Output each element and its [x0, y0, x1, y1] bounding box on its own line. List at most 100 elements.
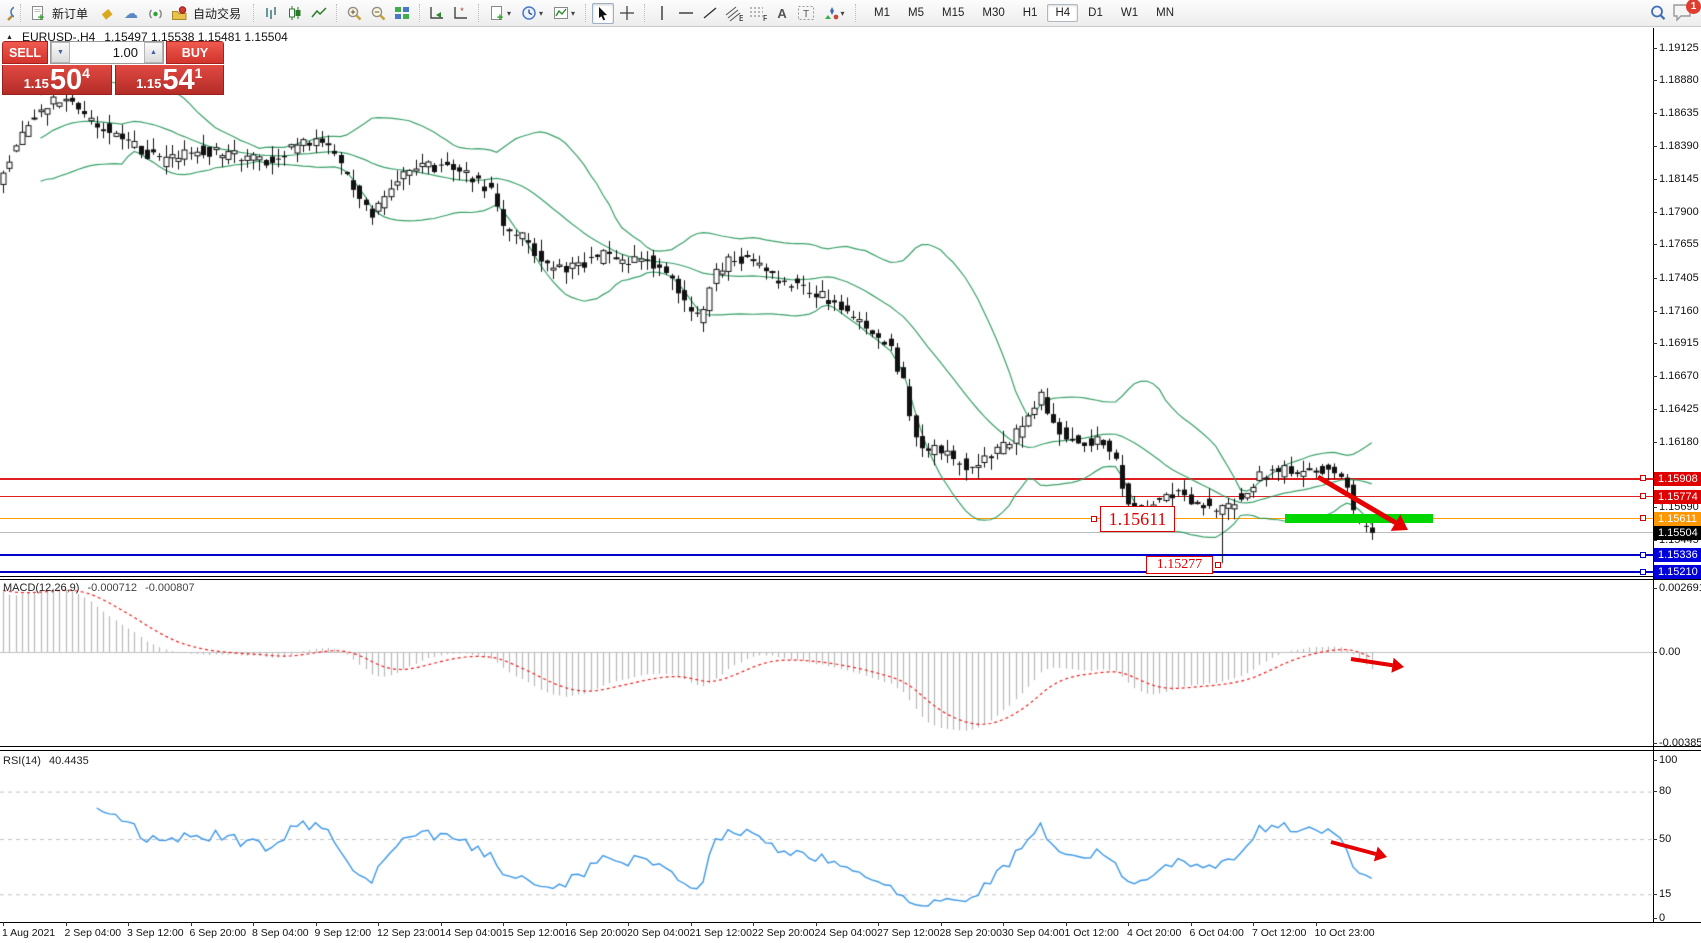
svg-text:F: F: [763, 14, 767, 22]
auto-scroll-icon[interactable]: [426, 3, 448, 24]
pane-separator[interactable]: [0, 576, 1701, 578]
time-axis-tick: [878, 922, 879, 926]
price-callout-1.15611[interactable]: 1.15611: [1100, 506, 1175, 532]
price-axis-tick-dash: [1653, 80, 1657, 82]
notifications-button[interactable]: 1: [1671, 0, 1701, 24]
price-axis-tick: 1.18145: [1659, 172, 1699, 185]
buy-price-small: 1.15: [136, 76, 162, 91]
sell-button[interactable]: SELL: [2, 41, 48, 64]
time-axis-label: 30 Sep 04:00: [1002, 927, 1065, 939]
clipped-toolbar-icon[interactable]: [4, 3, 14, 24]
sell-price-small: 1.15: [23, 76, 49, 91]
price-axis-tick-dash: [1653, 244, 1657, 246]
timeframe-m15[interactable]: M15: [942, 7, 965, 19]
volume-increase-button[interactable]: ▲: [144, 42, 163, 63]
time-axis-label: 27 Sep 12:00: [877, 927, 940, 939]
timeframe-d1[interactable]: D1: [1088, 7, 1103, 19]
toolbar-separator: [855, 4, 857, 22]
pane-separator[interactable]: [0, 750, 1701, 752]
rsi-axis-tick: 100: [1659, 753, 1678, 766]
resistance-line-lower-handle[interactable]: [1640, 493, 1646, 500]
sell-price-display[interactable]: 1.15 50 4: [2, 65, 112, 95]
callout-anchor[interactable]: [1215, 562, 1221, 568]
red-arrow-annotation[interactable]: [1339, 647, 1416, 679]
price-chart-canvas[interactable]: [0, 28, 1701, 943]
volume-decrease-button[interactable]: ▼: [51, 42, 70, 63]
macd-value-1: -0.000712: [87, 582, 138, 594]
horizontal-line-tool[interactable]: [675, 3, 697, 24]
new-chart-dropdown[interactable]: + ▾: [485, 3, 515, 24]
volume-input[interactable]: 1.00: [112, 45, 138, 60]
buy-price-display[interactable]: 1.15 54 1: [114, 65, 224, 95]
support-line-upper-handle[interactable]: [1640, 551, 1646, 558]
search-icon[interactable]: [1647, 3, 1669, 24]
red-arrow-annotation[interactable]: [1319, 830, 1399, 869]
auto-trading-label[interactable]: 自动交易: [193, 6, 242, 21]
toolbar-separator: [644, 4, 646, 22]
toolbar-separator: [253, 4, 255, 22]
callout-anchor[interactable]: [1091, 516, 1097, 522]
auto-trading-icon[interactable]: [168, 3, 190, 24]
time-axis-tick: [815, 922, 817, 926]
pane-separator[interactable]: [0, 746, 1701, 748]
time-axis-label: 28 Sep 20:00: [939, 927, 1002, 939]
toolbar-separator: [20, 4, 21, 22]
time-axis-label: 20 Sep 04:00: [627, 927, 690, 939]
chart-bottom-border[interactable]: [0, 921, 1701, 923]
zoom-in-icon[interactable]: [343, 3, 365, 24]
buy-button[interactable]: BUY: [166, 41, 224, 64]
candlestick-chart-type-icon[interactable]: [284, 3, 306, 24]
fibonacci-tool[interactable]: F: [747, 3, 769, 24]
equidistant-channel-tool[interactable]: E: [723, 3, 745, 24]
signal-icon[interactable]: [144, 3, 166, 24]
period-dropdown[interactable]: ▾: [517, 3, 547, 24]
zoom-out-icon[interactable]: [367, 3, 389, 24]
crosshair-tool[interactable]: [616, 3, 638, 24]
time-axis-label: 6 Oct 04:00: [1189, 927, 1244, 939]
chart-shift-icon[interactable]: *: [450, 3, 472, 24]
rsi-axis-tick: 50: [1659, 832, 1672, 845]
trade-history-icon[interactable]: ◆: [100, 4, 115, 21]
timeframe-m1[interactable]: M1: [874, 7, 891, 19]
timeframe-h4[interactable]: H4: [1047, 4, 1079, 22]
bar-chart-type-icon[interactable]: [260, 3, 282, 24]
cursor-tool[interactable]: [592, 2, 615, 24]
line-chart-type-icon[interactable]: [308, 3, 330, 24]
support-zone-highlight[interactable]: [1285, 514, 1433, 523]
resistance-line-upper-handle[interactable]: [1640, 475, 1646, 482]
text-tool[interactable]: A: [777, 5, 787, 21]
timeframe-w1[interactable]: W1: [1120, 7, 1139, 19]
svg-text:E: E: [739, 14, 743, 22]
time-axis-label: 6 Sep 20:00: [189, 927, 247, 939]
pane-separator[interactable]: [0, 579, 1701, 581]
price-axis-tick: 1.15690: [1659, 501, 1699, 514]
chevron-down-icon: ▾: [539, 8, 544, 18]
support-line-lower-handle[interactable]: [1640, 568, 1646, 575]
price-axis-tick: 1.18880: [1659, 74, 1699, 87]
new-order-icon[interactable]: +: [27, 3, 49, 24]
rsi-indicator-label: RSI(14) 40.4435: [3, 755, 89, 767]
shapes-dropdown[interactable]: ▾: [819, 3, 849, 24]
trendline-tool[interactable]: [699, 3, 721, 24]
pivot-line-orange-handle[interactable]: [1640, 515, 1646, 522]
svg-text:+: +: [37, 12, 43, 22]
tile-windows-icon[interactable]: [391, 3, 413, 24]
timeframe-m30[interactable]: M30: [982, 7, 1005, 19]
price-axis-tick: 1.16670: [1659, 370, 1699, 383]
text-label-tool[interactable]: T: [795, 3, 817, 24]
price-axis-tick-dash: [1653, 178, 1657, 180]
vertical-line-tool[interactable]: [651, 3, 673, 24]
rsi-name: RSI(14): [3, 755, 41, 767]
timeframe-m5[interactable]: M5: [908, 7, 924, 19]
timeframe-h1[interactable]: H1: [1022, 7, 1038, 19]
price-axis-tick: 1.17160: [1659, 304, 1699, 317]
indicators-dropdown[interactable]: ▾: [549, 3, 579, 24]
time-axis-label: 1 Oct 12:00: [1064, 927, 1119, 939]
rsi-axis-tick-dash: [1653, 759, 1657, 761]
new-order-label[interactable]: 新订单: [52, 6, 89, 21]
timeframe-mn[interactable]: MN: [1156, 7, 1174, 19]
red-arrow-annotation[interactable]: [1306, 465, 1420, 542]
cloud-account-icon[interactable]: ☁: [124, 4, 139, 21]
price-callout-1.15277[interactable]: 1.15277: [1146, 556, 1213, 574]
chart-window[interactable]: 1.19125 1.18880 1.18635 1.18390 1.18145 1.179…: [0, 28, 1701, 943]
